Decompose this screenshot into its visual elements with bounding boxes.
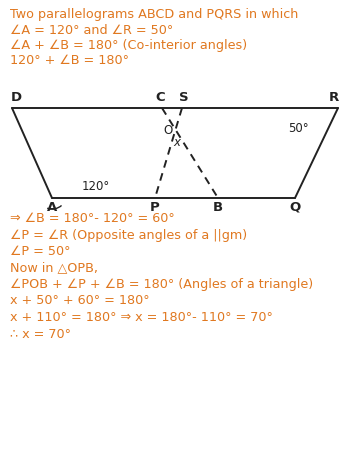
Text: x + 110° = 180° ⇒ x = 180°- 110° = 70°: x + 110° = 180° ⇒ x = 180°- 110° = 70° xyxy=(10,311,273,324)
Text: ∠A + ∠B = 180° (Co-interior angles): ∠A + ∠B = 180° (Co-interior angles) xyxy=(10,39,247,52)
Text: Q: Q xyxy=(289,201,301,214)
Text: 50°: 50° xyxy=(288,122,308,135)
Text: D: D xyxy=(11,91,22,104)
Text: ∠A = 120° and ∠R = 50°: ∠A = 120° and ∠R = 50° xyxy=(10,23,173,37)
Text: ∠POB + ∠P + ∠B = 180° (Angles of a triangle): ∠POB + ∠P + ∠B = 180° (Angles of a trian… xyxy=(10,278,313,291)
Text: A: A xyxy=(47,201,57,214)
Text: Now in △OPB,: Now in △OPB, xyxy=(10,262,98,274)
Text: S: S xyxy=(179,91,189,104)
Text: R: R xyxy=(329,91,339,104)
Text: ∠P = 50°: ∠P = 50° xyxy=(10,245,71,258)
Text: x + 50° + 60° = 180°: x + 50° + 60° = 180° xyxy=(10,294,150,307)
Text: ∴ x = 70°: ∴ x = 70° xyxy=(10,327,71,340)
Text: x: x xyxy=(173,136,180,149)
Text: ⇒ ∠B = 180°- 120° = 60°: ⇒ ∠B = 180°- 120° = 60° xyxy=(10,212,175,225)
Text: C: C xyxy=(155,91,165,104)
Text: B: B xyxy=(213,201,223,214)
Text: Two parallelograms ABCD and PQRS in which: Two parallelograms ABCD and PQRS in whic… xyxy=(10,8,298,21)
Text: O: O xyxy=(164,124,173,137)
Text: 120° + ∠B = 180°: 120° + ∠B = 180° xyxy=(10,55,129,67)
Text: 120°: 120° xyxy=(82,180,110,192)
Text: ∠P = ∠R (Opposite angles of a ||gm): ∠P = ∠R (Opposite angles of a ||gm) xyxy=(10,229,247,241)
Text: P: P xyxy=(150,201,160,214)
